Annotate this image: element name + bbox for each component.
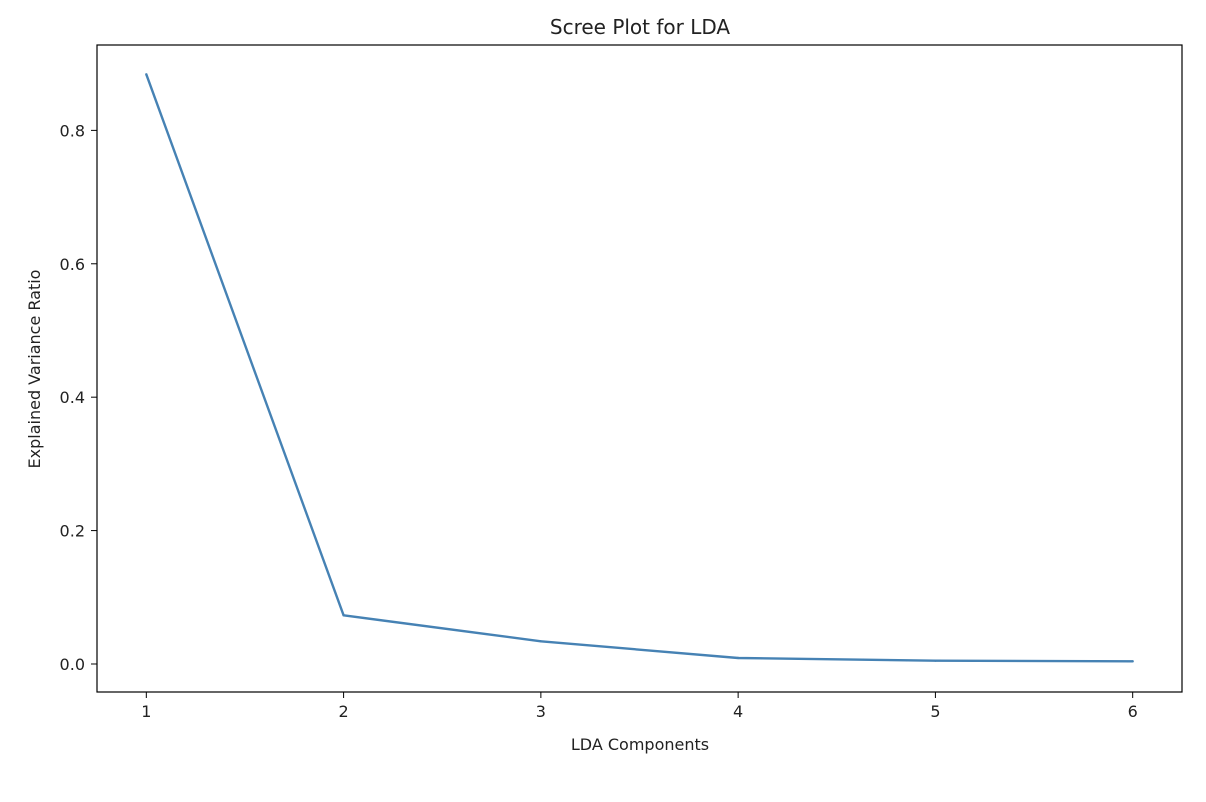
- data-point: [736, 656, 740, 660]
- data-point: [342, 614, 345, 617]
- x-tick-label: 4: [733, 702, 743, 721]
- chart-title: Scree Plot for LDA: [550, 15, 731, 39]
- y-tick-label: 0.4: [60, 388, 85, 407]
- x-tick-label: 5: [930, 702, 940, 721]
- x-tick-label: 1: [141, 702, 151, 721]
- x-axis-ticks: 1 2 3 4 5 6: [141, 692, 1138, 721]
- x-tick-label: 2: [338, 702, 348, 721]
- y-tick-label: 0.6: [60, 255, 85, 274]
- y-tick-label: 0.8: [60, 121, 85, 140]
- data-point: [539, 640, 543, 643]
- plot-area-frame: [96, 44, 1183, 693]
- data-point: [145, 73, 148, 76]
- series-line: [145, 73, 1133, 663]
- data-point: [1131, 660, 1134, 663]
- y-tick-label: 0.0: [60, 655, 85, 674]
- x-tick-label: 3: [536, 702, 546, 721]
- series-group: [145, 73, 1134, 663]
- x-axis-label: LDA Components: [571, 735, 709, 754]
- y-axis-ticks: 0.0 0.2 0.4 0.6 0.8: [60, 121, 97, 674]
- y-axis-label: Explained Variance Ratio: [25, 270, 44, 469]
- data-point: [934, 659, 937, 662]
- x-tick-label: 6: [1128, 702, 1138, 721]
- y-tick-label: 0.2: [60, 522, 85, 541]
